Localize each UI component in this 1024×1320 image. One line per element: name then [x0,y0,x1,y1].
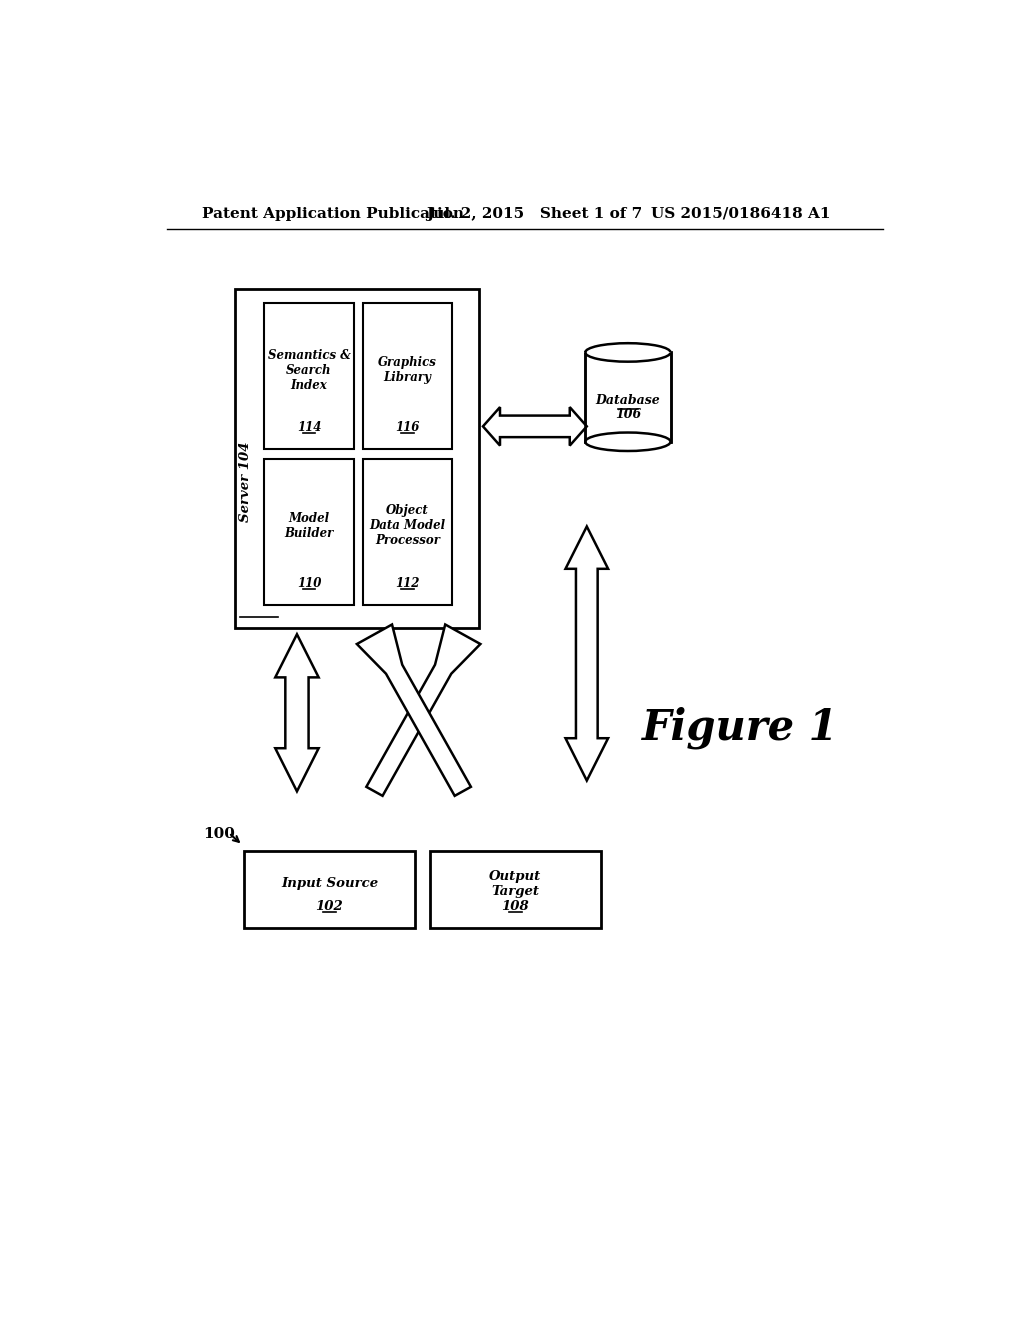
Text: 108: 108 [502,900,529,913]
Text: Patent Application Publication: Patent Application Publication [202,207,464,220]
Text: Object
Data Model
Processor: Object Data Model Processor [370,504,445,548]
Bar [264,459,353,605]
Bar [586,352,671,442]
Polygon shape [565,527,608,780]
Polygon shape [275,635,318,792]
Bar [245,851,415,928]
Bar [584,342,672,354]
Text: 102: 102 [315,900,343,913]
Text: Semantics &
Search
Index: Semantics & Search Index [267,348,350,392]
Text: 116: 116 [395,421,420,434]
Text: 106: 106 [614,408,641,421]
Bar [362,459,452,605]
Text: Input Source: Input Source [281,878,378,890]
Text: 112: 112 [395,577,420,590]
Ellipse shape [586,343,671,362]
Polygon shape [356,624,471,796]
Text: Database: Database [596,395,660,408]
Polygon shape [367,624,480,796]
Bar [430,851,601,928]
Polygon shape [483,407,587,446]
Text: Output
Target: Output Target [489,870,542,898]
Text: Server 104: Server 104 [240,442,252,521]
Bar [264,304,353,449]
Text: 114: 114 [297,421,322,434]
Bar [362,304,452,449]
Text: US 2015/0186418 A1: US 2015/0186418 A1 [651,207,830,220]
Text: Graphics
Library: Graphics Library [378,356,437,384]
Text: 100: 100 [204,828,236,841]
Text: Model
Builder: Model Builder [285,512,334,540]
Text: 110: 110 [297,577,322,590]
Text: Figure 1: Figure 1 [642,708,839,750]
Text: Jul. 2, 2015   Sheet 1 of 7: Jul. 2, 2015 Sheet 1 of 7 [426,207,643,220]
Bar [234,289,479,628]
Ellipse shape [586,433,671,451]
